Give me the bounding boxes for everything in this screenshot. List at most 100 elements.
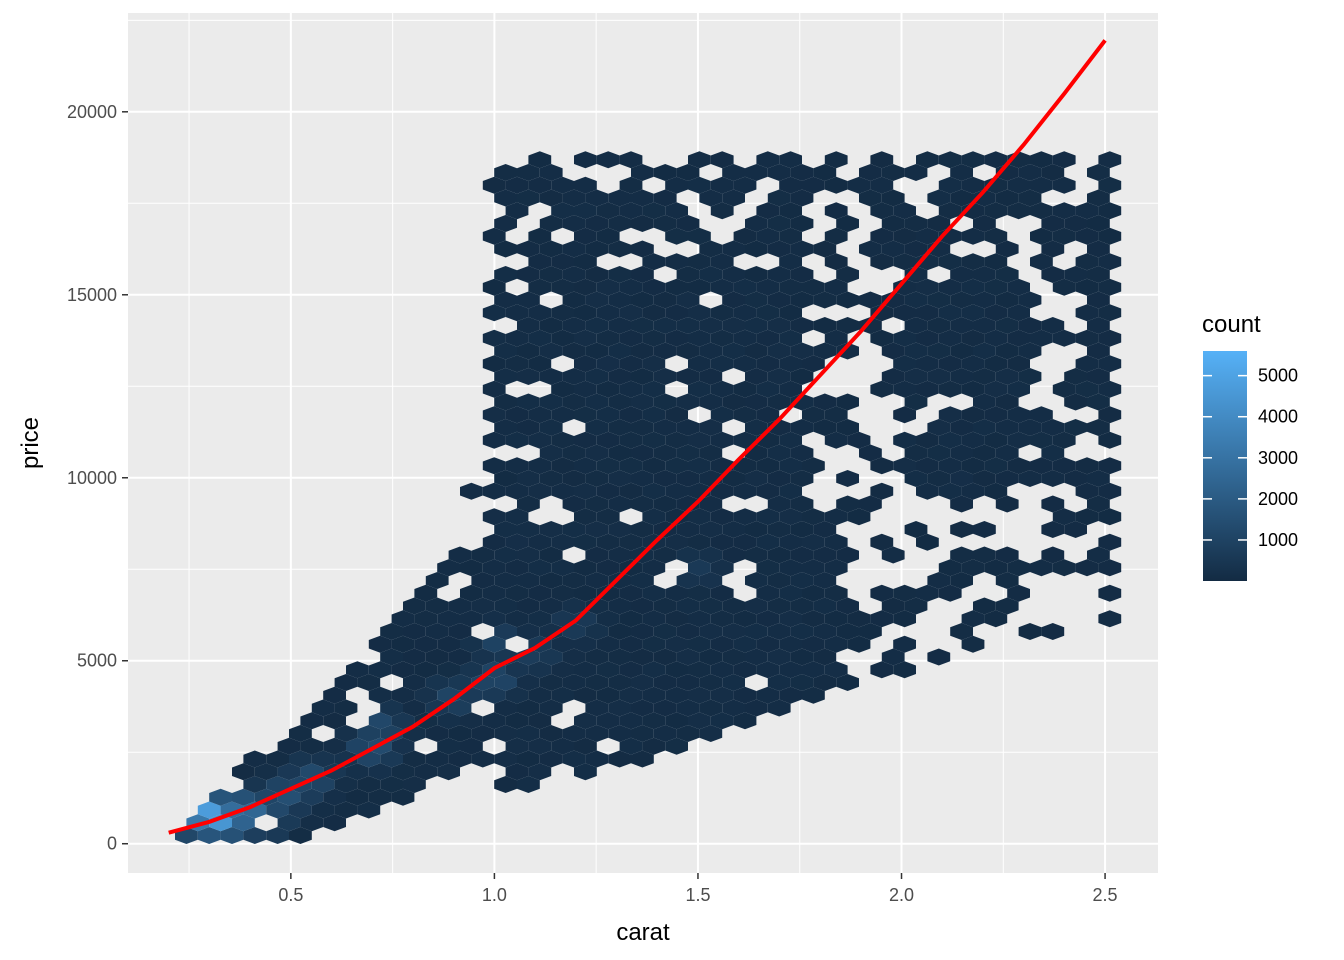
hexbin-cell [699,699,723,717]
hexbin-cell [539,597,563,615]
hexbin-cell [414,661,438,679]
hexbin-cell [437,763,460,781]
hexbin-cell [528,661,552,679]
hexbin-cell [904,266,928,283]
hexbin-cell [391,737,415,755]
hexbin-cell [1064,521,1087,538]
hexbin-cell [961,329,985,347]
hexbin-cell [197,801,221,819]
hexbin-cell [585,240,609,258]
hexbin-cell [676,470,700,487]
hexbin-cell [813,240,837,258]
x-tick-label: 2.0 [889,885,914,905]
hexbin-cell [596,610,620,628]
hexbin-cell [733,712,757,730]
hexbin-cell [562,725,586,742]
hexbin-cell [676,444,700,462]
hexbin-cell [505,533,529,551]
hexbin-cell [904,521,928,538]
hexbin-cell [653,597,677,615]
hexbin-cell [961,431,985,449]
hexbin-cell [824,227,848,245]
hexbin-cell [779,584,802,602]
hexbin-cell [881,648,905,666]
hexbin-cell [585,215,609,232]
hexbin-cell [916,278,939,296]
hexbin-cell [824,610,848,628]
hexbin-cell [995,444,1019,462]
hexbin-cell [232,788,255,806]
hexbin-cell [699,521,723,538]
hexbin-cell [653,317,677,334]
hexbin-cell [585,750,609,768]
hexbin-cell [1098,227,1122,245]
hexbin-cell [1052,278,1076,296]
hexbin-cell [1030,329,1053,347]
hexbin-cell [482,380,506,398]
hexbin-cell [585,546,609,564]
hexbin-cell [574,151,597,169]
hexbin-cell [870,661,894,679]
hexbin-cell [984,431,1008,449]
hexbin-cell [836,597,859,615]
hexbin-cell [756,457,780,475]
hexbin-cell [243,776,267,793]
hexbin-cell [539,189,563,207]
hexbin-cell [482,508,506,526]
hexbin-cell [494,674,517,691]
hexbin-cell [482,278,506,296]
hexbin-cell [973,470,996,487]
hexbin-cell [562,470,586,487]
hexbin-cell [391,712,415,730]
hexbin-cell [311,699,335,717]
hexbin-cell [1098,380,1122,398]
hexbin-cell [813,317,837,334]
hexbin-cell [425,725,449,742]
hexbin-cell [642,380,666,398]
hexbin-cell [665,482,688,500]
hexbin-cell [973,419,996,436]
hexbin-cell [653,291,677,309]
hexbin-cell [574,508,597,526]
hexbin-cell [733,176,757,194]
hexbin-cell [790,393,814,411]
hexbin-cell [220,827,244,844]
hexbin-cell [596,712,620,730]
hexbin-cell [870,151,894,169]
hexbin-cell [790,444,814,462]
hexbin-cell [756,329,780,347]
hexbin-cell [722,674,745,691]
y-tick-label: 10000 [67,468,117,488]
hexbin-cell [323,712,346,730]
hexbin-cell [1075,380,1099,398]
hexbin-cell [950,317,973,334]
hexbin-cell [676,699,700,717]
hexbin-cell [950,266,973,283]
hexbin-cell [1098,253,1122,271]
hexbin-cell [802,355,825,373]
hexbin-cell [824,559,848,577]
hexbin-cell [676,648,700,666]
hexbin-cell [950,623,973,640]
hexbin-cell [608,495,631,513]
hexbin-cell [631,648,654,666]
hexbin-cell [756,380,780,398]
hexbin-cell [300,788,324,806]
hexbin-cell [756,151,780,169]
hexbin-cell [722,240,745,258]
hexbin-cell [323,814,346,832]
hexbin-cell [528,686,552,704]
hexbin-cell [642,584,666,602]
hexbin-cell [904,393,928,411]
hexbin-cell [733,661,757,679]
hexbin-cell [551,304,574,322]
hexbin-cell [950,189,973,207]
hexbin-cell [904,317,928,334]
hexbin-cell [642,559,666,577]
hexbin-cell [448,546,472,564]
hexbin-cell [505,202,529,220]
hexbin-cell [767,240,791,258]
hexbin-cell [380,725,403,742]
hexbin-cell [676,368,700,385]
hexbin-cell [995,419,1019,436]
